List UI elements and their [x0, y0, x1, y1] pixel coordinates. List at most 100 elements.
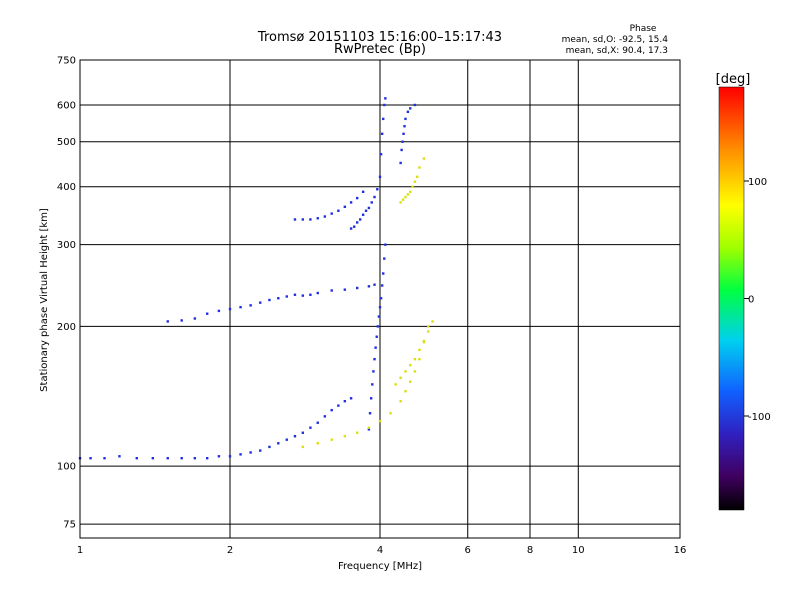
data-point	[355, 196, 359, 200]
data-point	[399, 399, 402, 403]
x-tick-label: 1	[77, 545, 83, 556]
y-axis-label: Stationary phase Virtual Height [km]	[39, 208, 50, 392]
data-point	[205, 312, 209, 315]
data-point	[418, 166, 421, 169]
data-point	[301, 218, 305, 221]
data-point	[389, 412, 392, 415]
data-point	[228, 307, 232, 311]
x-tick-label: 8	[527, 545, 533, 556]
data-point	[323, 215, 327, 218]
data-point	[379, 152, 383, 156]
data-point	[404, 370, 407, 373]
data-point	[268, 445, 271, 449]
data-point	[118, 455, 121, 458]
data-point	[404, 117, 407, 121]
data-point	[316, 421, 319, 424]
colorbar-label: [deg]	[716, 72, 751, 87]
data-point	[402, 132, 405, 136]
chart-title: Tromsø 20151103 15:16:00–15:17:43	[257, 30, 502, 45]
data-point	[355, 431, 359, 434]
data-point	[166, 320, 169, 323]
colorbar-ticks: 100 0 -100	[744, 177, 771, 423]
data-point	[293, 218, 297, 221]
data-point	[404, 195, 407, 199]
plot-area	[78, 59, 681, 539]
data-point	[285, 438, 288, 441]
data-point	[404, 390, 407, 393]
data-point	[401, 140, 404, 143]
data-point	[309, 218, 312, 221]
data-point	[293, 293, 297, 296]
data-point	[361, 213, 365, 216]
data-point	[249, 451, 252, 454]
data-point	[378, 305, 382, 309]
data-point	[384, 243, 387, 246]
data-points	[78, 97, 434, 460]
data-point	[337, 209, 340, 212]
data-point	[259, 301, 262, 304]
data-point	[239, 453, 242, 456]
data-point	[422, 157, 426, 160]
data-point	[367, 426, 371, 429]
data-point	[409, 363, 412, 367]
data-point	[323, 415, 327, 418]
data-point	[406, 110, 410, 114]
data-point	[330, 438, 333, 441]
y-tick-label: 750	[57, 56, 76, 67]
data-point	[367, 428, 371, 431]
data-point	[309, 293, 312, 296]
data-point	[301, 431, 305, 434]
x-tick-label: 16	[674, 545, 687, 556]
x-tick-label: 4	[377, 545, 383, 556]
data-point	[418, 348, 421, 352]
data-point	[376, 325, 380, 328]
colorbar	[718, 86, 745, 511]
data-point	[409, 380, 412, 383]
data-point	[355, 221, 359, 224]
data-point	[193, 317, 197, 320]
y-tick-label: 600	[57, 100, 76, 111]
data-point	[378, 419, 382, 423]
data-point	[217, 455, 221, 458]
data-point	[418, 357, 421, 361]
data-point	[330, 289, 333, 292]
y-tick-label: 500	[57, 137, 76, 148]
data-point	[383, 257, 386, 260]
data-point	[193, 457, 197, 460]
data-point	[394, 383, 397, 386]
data-point	[373, 357, 376, 361]
data-point	[371, 383, 374, 386]
data-point	[343, 205, 347, 209]
data-point	[382, 272, 385, 275]
data-point	[343, 288, 347, 291]
y-tick-label: 75	[63, 520, 76, 531]
data-point	[135, 457, 138, 460]
data-point	[413, 103, 417, 107]
data-point	[151, 457, 155, 460]
data-point	[180, 319, 183, 322]
data-point	[352, 225, 356, 228]
data-point	[349, 201, 353, 204]
data-point	[330, 212, 333, 215]
data-point	[368, 412, 372, 415]
data-point	[379, 297, 383, 300]
colorbar-tick-label: 100	[748, 177, 767, 188]
plot-border	[79, 59, 681, 539]
data-point	[377, 315, 381, 318]
data-point	[403, 125, 406, 128]
data-point	[89, 457, 92, 460]
data-point	[277, 442, 280, 445]
y-tick-label: 100	[57, 462, 76, 473]
colorbar-tick-label: -100	[748, 412, 771, 423]
y-tick-label: 400	[57, 182, 76, 193]
data-point	[413, 370, 417, 373]
data-point	[370, 201, 373, 204]
x-tick-label: 6	[465, 545, 471, 556]
y-tick-label: 300	[57, 240, 76, 251]
data-point	[217, 309, 221, 313]
data-point	[382, 117, 385, 121]
data-point	[309, 426, 312, 429]
data-point	[349, 397, 353, 400]
data-point	[369, 397, 373, 400]
data-point	[413, 357, 417, 361]
